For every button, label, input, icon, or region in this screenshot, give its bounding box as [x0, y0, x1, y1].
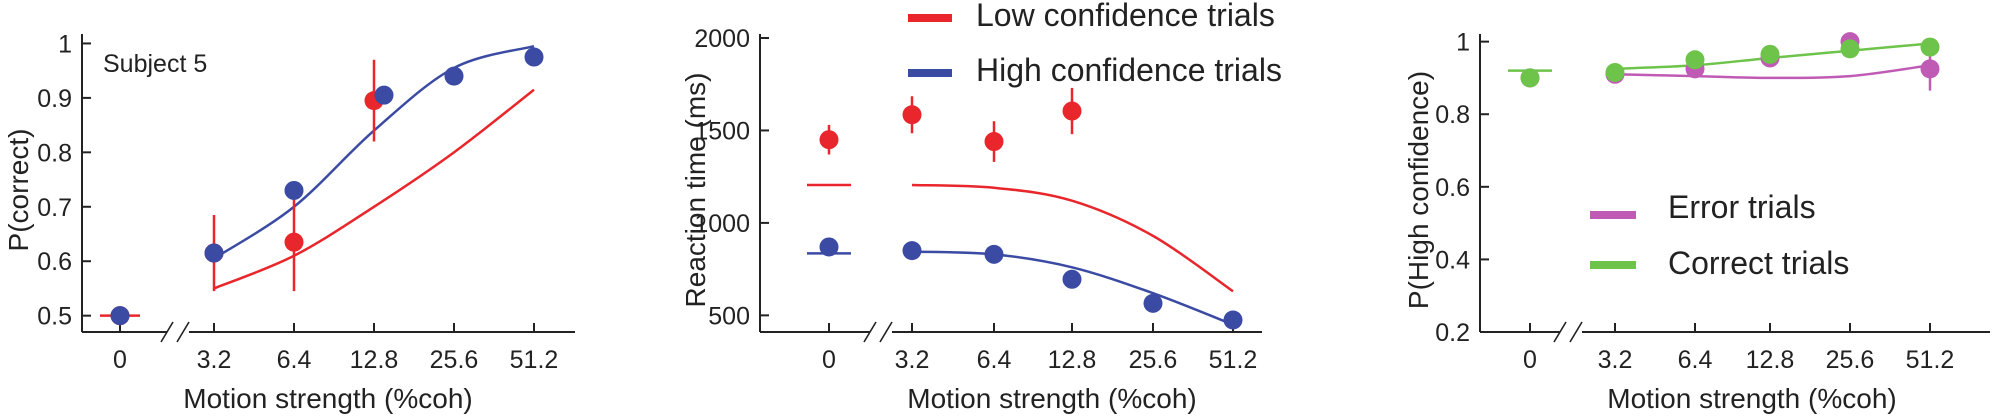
x-tick-label: 51.2 [1209, 346, 1258, 374]
data-point [374, 85, 394, 105]
legend-label-high-confidence: High confidence trials [976, 52, 1282, 88]
fit-curve [911, 250, 1234, 326]
data-point [819, 237, 839, 257]
data-point [110, 306, 130, 326]
x-tick-label: 0 [113, 346, 127, 374]
data-point [1062, 101, 1082, 121]
axis-break-mark [1569, 321, 1583, 343]
axis-break-mark [879, 321, 893, 343]
x-tick-label: 3.2 [1598, 346, 1633, 374]
data-point [204, 243, 224, 263]
y-tick-label: 0.5 [37, 303, 72, 331]
x-tick-label: 0 [1523, 346, 1537, 374]
axis-break-mark [160, 321, 174, 343]
fit-curve [1614, 63, 1931, 80]
x-axis-label-accuracy: Motion strength (%coh) [183, 383, 472, 414]
y-tick-label: 0.6 [37, 248, 72, 276]
y-axis-label-confidence: P(High confidence) [1403, 71, 1434, 309]
x-tick-label: 3.2 [197, 346, 232, 374]
x-tick-label: 3.2 [895, 346, 930, 374]
x-tick-label: 25.6 [1129, 346, 1178, 374]
x-axis-label-rt: Motion strength (%coh) [907, 383, 1196, 414]
x-tick-label: 25.6 [430, 346, 479, 374]
data-point [1520, 68, 1540, 88]
panel-accuracy: 0.5 0.6 0.7 0.8 0.9 1 0 3.2 6.4 12.8 25.6 51.2 [37, 30, 575, 374]
axis-break-mark [1553, 321, 1567, 343]
legend-label-correct-trials: Correct trials [1668, 245, 1849, 281]
y-tick-label: 0.8 [37, 139, 72, 167]
y-tick-label: 1000 [694, 210, 750, 238]
y-axis-label-accuracy: P(correct) [3, 129, 34, 252]
x-tick-label: 12.8 [1048, 346, 1097, 374]
x-axis-label-confidence: Motion strength (%coh) [1607, 383, 1896, 414]
x-tick-label: 6.4 [977, 346, 1012, 374]
data-point [1920, 37, 1940, 57]
panel-reaction-time: 500 1000 1500 2000 0 3.2 6.4 12.8 25.6 51.2 [694, 25, 1262, 374]
y-tick-label: 1 [58, 30, 72, 58]
data-point [284, 180, 304, 200]
data-point [284, 232, 304, 252]
data-point [1920, 59, 1940, 79]
data-point [524, 47, 544, 67]
data-point [819, 130, 839, 150]
x-tick-label: 25.6 [1826, 346, 1875, 374]
data-point [1605, 62, 1625, 82]
panel-confidence: 0.2 0.4 0.6 0.8 1 0 3.2 6.4 12.8 25.6 51.2 [1435, 29, 1990, 374]
legend-label-low-confidence: Low confidence trials [976, 0, 1275, 33]
y-tick-label: 2000 [694, 25, 750, 53]
x-tick-label: 51.2 [510, 346, 559, 374]
data-point [444, 66, 464, 86]
x-tick-label: 12.8 [350, 346, 399, 374]
y-tick-label: 0.6 [1435, 174, 1470, 202]
legend-rt: Low confidence trials High confidence tr… [908, 0, 1282, 88]
y-tick-label: 0.2 [1435, 319, 1470, 347]
data-point [1840, 39, 1860, 59]
legend-label-error-trials: Error trials [1668, 189, 1816, 225]
y-axis-label-rt: Reaction time (ms) [680, 73, 711, 308]
x-tick-label: 12.8 [1746, 346, 1795, 374]
data-point [1685, 50, 1705, 70]
axis-break-mark [176, 321, 190, 343]
data-point [902, 105, 922, 125]
axis-break-mark [863, 321, 877, 343]
y-tick-label: 0.9 [37, 85, 72, 113]
data-point [1760, 44, 1780, 64]
y-tick-label: 0.7 [37, 194, 72, 222]
y-tick-label: 1500 [694, 117, 750, 145]
fit-curve [213, 88, 535, 290]
x-tick-label: 6.4 [277, 346, 312, 374]
data-point [984, 132, 1004, 152]
x-tick-label: 0 [822, 346, 836, 374]
y-tick-label: 500 [708, 302, 750, 330]
x-tick-label: 6.4 [1678, 346, 1713, 374]
data-point [984, 244, 1004, 264]
data-point [1062, 269, 1082, 289]
legend-confidence: Error trials Correct trials [1590, 189, 1849, 281]
subject-annotation: Subject 5 [103, 50, 207, 78]
data-point [902, 241, 922, 261]
data-point [1223, 310, 1243, 330]
y-tick-label: 0.4 [1435, 246, 1470, 274]
fit-curve [911, 183, 1234, 293]
y-tick-label: 0.8 [1435, 101, 1470, 129]
y-tick-label: 1 [1456, 29, 1470, 57]
x-tick-label: 51.2 [1906, 346, 1955, 374]
data-point [1143, 293, 1163, 313]
